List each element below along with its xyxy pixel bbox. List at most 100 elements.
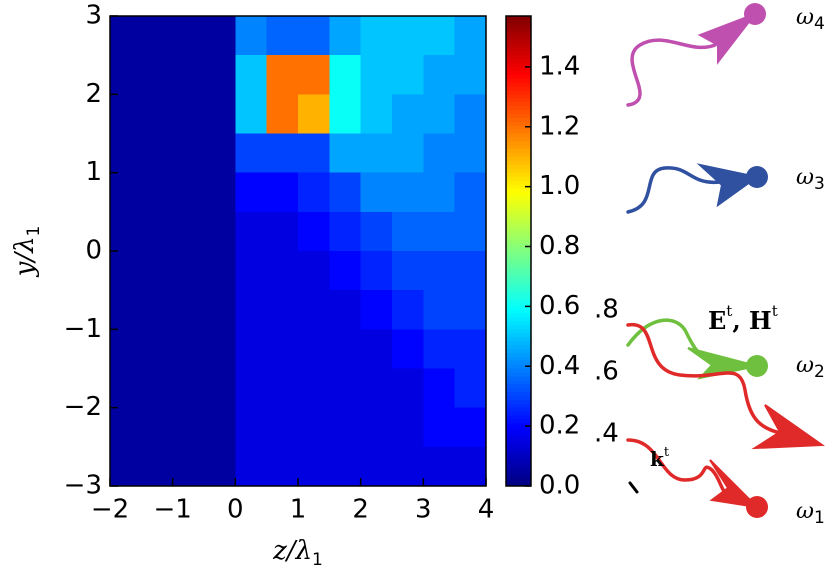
heatmap-cell [141,211,174,252]
heatmap-cell [360,407,393,448]
heatmap-cell [392,172,424,213]
colorbar-segment [506,290,531,295]
label-symbol: ω [796,165,814,190]
beam-omega4 [626,38,717,107]
colorbar-segment [506,19,531,25]
colorbar-segment [506,309,531,315]
omega4-label: ω4 [796,5,825,34]
heatmap-cell [298,211,330,252]
heatmap-cell [423,133,456,174]
colorbar-tick-label: 0.2 [539,411,580,441]
colorbar-segment [506,153,531,158]
heatmap-cell [141,94,174,134]
colorbar-segment [506,196,531,201]
heatmap-cell [329,211,362,252]
label-symbol: ω [796,499,814,524]
heatmap-cell [172,407,205,448]
heatmap-cell [329,251,362,291]
colorbar-segment [506,176,531,182]
colorbar-segment [506,94,531,99]
colorbar-segment [506,435,531,440]
colorbar-tick-label: 1.4 [539,51,580,81]
colorbar-segment [506,274,531,280]
colorbar-segment [506,364,531,370]
x-tick-label: 2 [352,495,369,525]
heatmap-cell [329,133,362,174]
diagram [626,3,825,518]
heatmap-cell [172,172,205,213]
arrow-omega3 [696,163,760,208]
colorbar-segment [506,317,531,323]
heatmap-cell [110,16,142,56]
colorbar-segment [506,415,531,421]
colorbar-segment [506,117,531,123]
colorbar-segment [506,86,531,92]
heatmap-cell [110,368,142,409]
heatmap-cell [298,407,330,448]
colorbar-segment [506,458,531,464]
field-sep: , [732,306,749,335]
colorbar-segment [506,110,531,115]
x-tick-label: −2 [91,495,129,525]
heatmap-cell [110,172,142,213]
heatmap-cell [392,16,424,56]
colorbar-segment [506,262,531,268]
colorbar-segment [506,106,531,111]
field-sup: t [726,302,732,320]
colorbar-segment [506,35,531,41]
colorbar-segment [506,180,531,186]
heatmap-cell [235,446,268,487]
heatmap-cell [423,290,456,330]
label-symbol: ω [796,5,814,30]
heatmap-cell [298,446,330,487]
colorbar-segment [506,266,531,272]
colorbar-segment [506,192,531,197]
heatmap-cell [235,55,268,95]
arrow-omega4 [697,11,758,65]
heatmap-cell [392,133,424,174]
heatmap-cell [266,251,299,291]
heatmap-cell [329,407,362,448]
colorbar-segment [506,243,531,248]
heatmap-cell [110,446,142,487]
colorbar-segment [506,305,531,311]
heatmap-cell [392,251,424,291]
heatmap-cell [141,290,174,330]
colorbar-segment [506,431,531,436]
arrow-k [751,404,825,450]
colorbar-segment [506,168,531,174]
colorbar-segment [506,157,531,162]
heatmap-cell [110,329,142,369]
colorbar-segment [506,51,531,56]
heatmap-cell [298,94,330,134]
heatmap-cell [454,368,487,409]
heatmap-cell [172,16,205,56]
heatmap-cell [392,407,424,448]
stray-label: .4 [594,419,619,449]
heatmap-cell [454,16,487,56]
colorbar-tick-label: 1.0 [539,171,580,201]
colorbar-segment [506,63,531,68]
x-axis-label: z/λ1 [272,536,323,570]
beam-omega3 [626,166,722,214]
heatmap-cell [423,172,456,213]
heatmap-cell [110,133,142,174]
heatmap-cell [454,329,487,369]
heatmap-cell [266,55,299,95]
heatmap-cell [266,368,299,409]
colorbar-segment [506,446,531,452]
colorbar-segment [506,466,531,471]
colorbar-segment [506,70,531,76]
heatmap-cell [298,16,330,56]
colorbar-segment [506,27,531,33]
stray-mark [628,481,639,494]
heatmap-cell [454,290,487,330]
colorbar-segment [506,231,531,236]
heatmap-cell [454,446,487,487]
heatmap-cell [360,55,393,95]
colorbar-segment [506,411,531,417]
heatmap-cell [172,133,205,174]
heatmap-cell [172,446,205,487]
colorbar-segment [506,427,531,432]
colorbar-segment [506,133,531,139]
